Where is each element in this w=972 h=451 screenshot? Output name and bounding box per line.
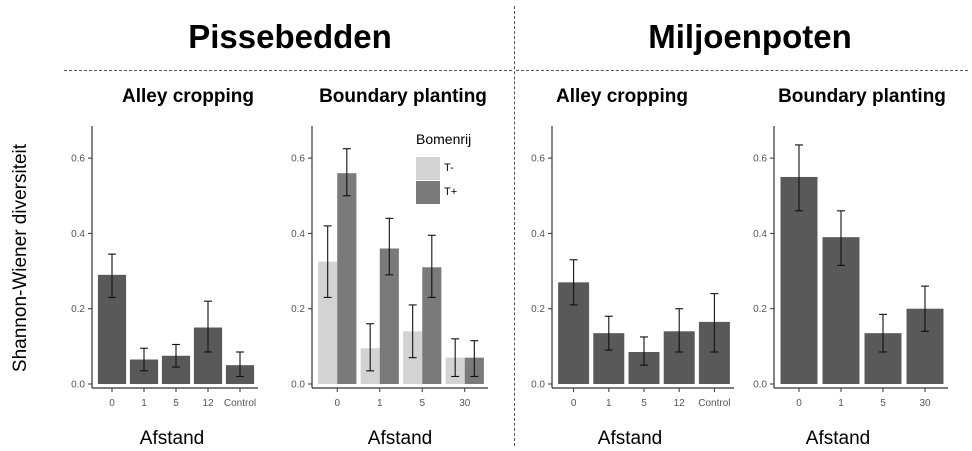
legend: Bomenrij T- T+ — [416, 131, 471, 204]
x-tick-label: 1 — [606, 398, 612, 409]
x-axis-label-1: Afstand — [139, 428, 205, 449]
panel-title-3: Alley cropping — [556, 86, 688, 107]
y-tick-label: 0.0 — [291, 380, 305, 391]
y-tick-label: 0.2 — [291, 304, 305, 315]
x-tick-label: 1 — [141, 398, 147, 409]
y-tick-label: 0.4 — [531, 229, 545, 240]
x-tick-label: 0 — [796, 398, 802, 409]
y-tick-label: 0.4 — [753, 229, 767, 240]
separator-left — [64, 70, 512, 71]
x-tick-label: 1 — [838, 398, 844, 409]
legend-item-t-minus: T- — [416, 156, 471, 180]
legend-label-t-plus: T+ — [444, 186, 458, 198]
bar — [422, 267, 442, 384]
legend-item-t-plus: T+ — [416, 180, 471, 204]
x-tick-label: 1 — [377, 398, 383, 409]
x-tick-label: 5 — [641, 398, 647, 409]
y-tick-label: 0.6 — [531, 154, 545, 165]
x-tick-label: 12 — [202, 398, 214, 409]
x-tick-label: 30 — [459, 398, 471, 409]
x-axis-label-2: Afstand — [367, 428, 433, 449]
x-tick-label: Control — [224, 398, 256, 409]
x-tick-label: 5 — [173, 398, 179, 409]
y-tick-label: 0.6 — [291, 154, 305, 165]
group-title-miljoenpoten: Miljoenpoten — [648, 18, 852, 55]
bar — [780, 176, 818, 384]
panel-title-1: Alley cropping — [122, 86, 254, 107]
plot-pissebedden-boundary-planting: 0.00.20.40.60 1 5 30 — [291, 126, 488, 409]
x-tick-label: Control — [698, 398, 730, 409]
legend-label-t-minus: T- — [444, 162, 454, 174]
x-axis-label-3: Afstand — [597, 428, 663, 449]
panel-title-2: Boundary planting — [319, 86, 487, 107]
y-tick-label: 0.6 — [71, 154, 85, 165]
x-tick-label: 0 — [109, 398, 115, 409]
y-tick-label: 0.2 — [71, 304, 85, 315]
x-tick-label: 30 — [919, 398, 931, 409]
group-title-pissebedden: Pissebedden — [188, 18, 392, 55]
x-tick-label: 0 — [334, 398, 340, 409]
x-tick-label: 5 — [419, 398, 425, 409]
separator-vertical — [514, 6, 515, 446]
legend-swatch-t-minus — [416, 156, 440, 180]
y-tick-label: 0.0 — [531, 380, 545, 391]
separator-right — [516, 70, 968, 71]
y-tick-label: 0.0 — [753, 380, 767, 391]
plot-miljoenpoten-boundary-planting: 0.00.20.40.60 1 5 30 — [753, 126, 948, 409]
bar — [379, 248, 399, 384]
y-tick-label: 0.2 — [753, 304, 767, 315]
x-axis-label-4: Afstand — [805, 428, 871, 449]
y-tick-label: 0.4 — [291, 229, 305, 240]
panel-title-4: Boundary planting — [778, 86, 946, 107]
x-tick-label: 12 — [674, 398, 686, 409]
y-axis-label: Shannon-Wiener diversiteit — [10, 143, 31, 373]
x-tick-label: 5 — [880, 398, 886, 409]
bar — [318, 261, 338, 384]
y-tick-label: 0.2 — [531, 304, 545, 315]
y-tick-label: 0.4 — [71, 229, 85, 240]
y-tick-label: 0.0 — [71, 380, 85, 391]
legend-swatch-t-plus — [416, 180, 440, 204]
plot-pissebedden-alley-cropping: 0.0 0.2 0.4 0.6 0 1 5 12 Control — [71, 126, 258, 409]
bar — [337, 173, 357, 384]
legend-title: Bomenrij — [416, 131, 472, 147]
x-tick-label: 0 — [571, 398, 577, 409]
plot-miljoenpoten-alley-cropping: 0.0 0.2 0.4 0.6 0 1 5 12 Control — [531, 126, 734, 409]
y-tick-label: 0.6 — [753, 154, 767, 165]
